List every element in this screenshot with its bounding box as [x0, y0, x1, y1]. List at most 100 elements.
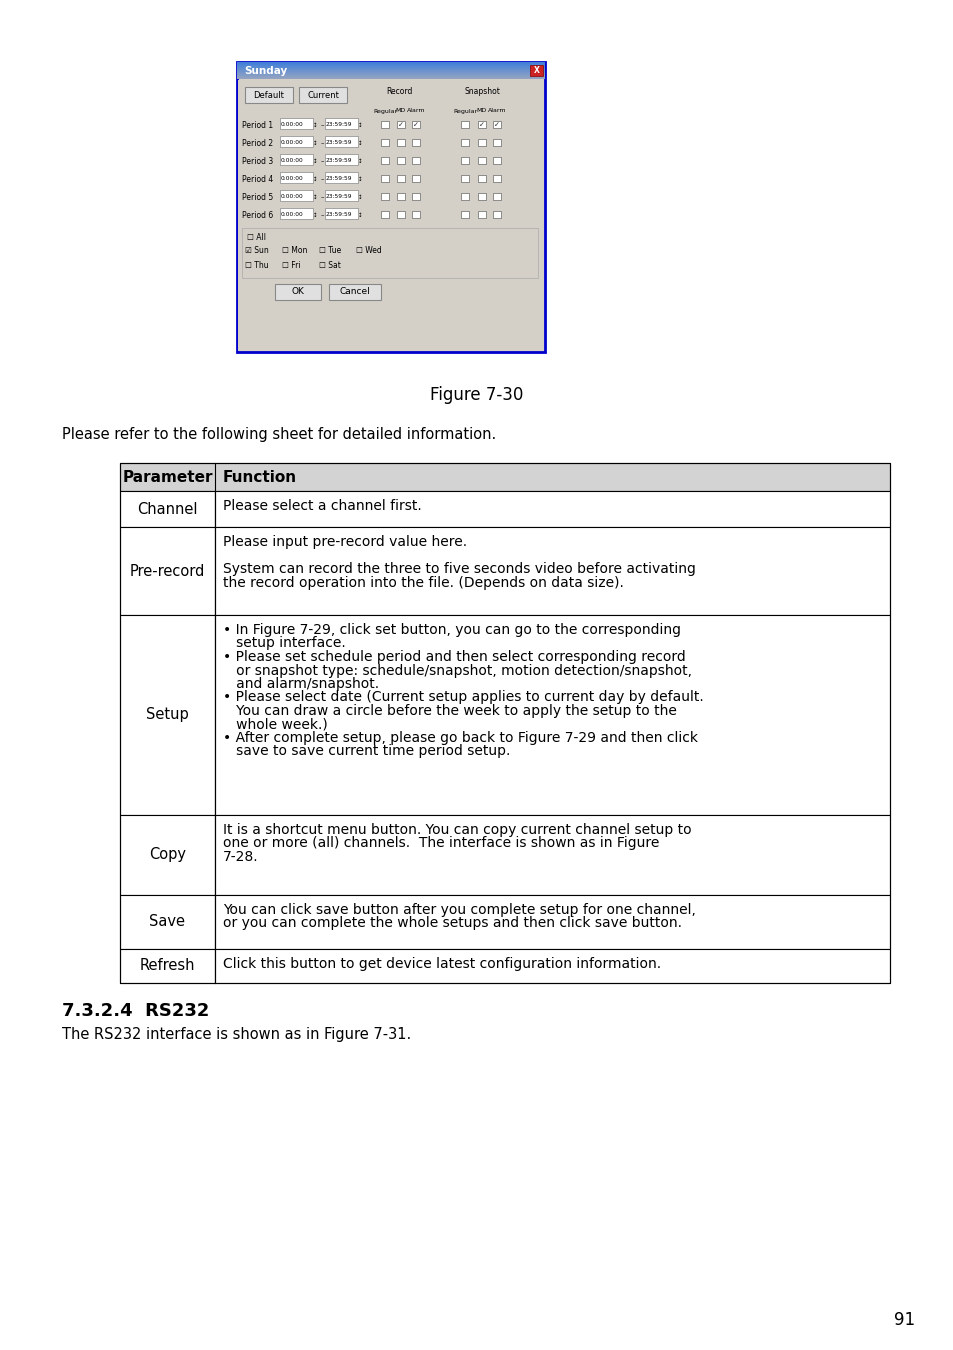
Text: Click this button to get device latest configuration information.: Click this button to get device latest c…	[223, 957, 660, 971]
Text: Copy: Copy	[149, 848, 186, 863]
Bar	[120, 949, 214, 983]
Text: ✓: ✓	[413, 122, 418, 127]
Text: ☐ Wed: ☐ Wed	[355, 246, 381, 255]
Text: Save: Save	[150, 914, 185, 930]
Bar	[120, 463, 889, 983]
Text: System can record the three to five seconds video before activating: System can record the three to five seco…	[223, 562, 695, 576]
Bar	[280, 154, 313, 165]
Text: • Please set schedule period and then select corresponding record: • Please set schedule period and then se…	[223, 649, 685, 664]
Bar	[412, 193, 419, 200]
Text: –: –	[320, 122, 323, 128]
Text: 23:59:59: 23:59:59	[326, 140, 352, 146]
Bar	[120, 815, 214, 895]
Text: Parameter: Parameter	[122, 470, 213, 485]
Bar	[325, 154, 357, 165]
Bar	[236, 62, 544, 80]
Bar	[325, 136, 357, 147]
Bar	[274, 284, 320, 300]
Bar	[120, 526, 214, 616]
Text: or you can complete the whole setups and then click save button.: or you can complete the whole setups and…	[223, 917, 681, 930]
Text: Function: Function	[223, 470, 296, 485]
Bar	[120, 616, 214, 815]
Text: 0:00:00: 0:00:00	[281, 140, 303, 146]
Bar	[325, 208, 357, 219]
Text: Cancel: Cancel	[339, 288, 370, 297]
Text: 0:00:00: 0:00:00	[281, 158, 303, 163]
Text: You can draw a circle before the week to apply the setup to the: You can draw a circle before the week to…	[223, 703, 677, 718]
Bar	[477, 157, 485, 163]
Bar	[460, 176, 469, 182]
Text: • In Figure 7-29, click set button, you can go to the corresponding: • In Figure 7-29, click set button, you …	[223, 622, 680, 637]
Bar	[214, 895, 889, 949]
Bar	[412, 139, 419, 146]
Text: 91: 91	[894, 1311, 915, 1328]
Text: 23:59:59: 23:59:59	[326, 158, 352, 163]
Text: Figure 7-30: Figure 7-30	[430, 386, 523, 404]
Text: the record operation into the file. (Depends on data size).: the record operation into the file. (Dep…	[223, 575, 623, 590]
Bar	[280, 208, 313, 219]
Bar	[412, 211, 419, 217]
Bar	[280, 171, 313, 184]
Text: 7-28.: 7-28.	[223, 850, 258, 864]
Text: Period 5: Period 5	[242, 193, 273, 201]
Text: ↕: ↕	[357, 140, 362, 146]
Bar	[325, 171, 357, 184]
Bar	[396, 176, 405, 182]
Bar	[460, 139, 469, 146]
Bar	[380, 122, 389, 128]
Text: Refresh: Refresh	[139, 958, 195, 973]
Bar	[380, 157, 389, 163]
Text: Setup: Setup	[146, 707, 189, 722]
Text: 0:00:00: 0:00:00	[281, 177, 303, 181]
Bar	[477, 211, 485, 217]
Text: You can click save button after you complete setup for one channel,: You can click save button after you comp…	[223, 903, 695, 917]
Bar	[242, 228, 537, 278]
Bar	[493, 157, 500, 163]
Text: ✓: ✓	[478, 122, 484, 127]
Text: OK: OK	[292, 288, 304, 297]
Text: or snapshot type: schedule/snapshot, motion detection/snapshot,: or snapshot type: schedule/snapshot, mot…	[223, 663, 691, 678]
Text: Period 4: Period 4	[242, 174, 273, 184]
Text: and alarm/snapshot.: and alarm/snapshot.	[223, 676, 378, 691]
Bar	[396, 193, 405, 200]
Bar	[325, 190, 357, 201]
Text: Channel: Channel	[137, 501, 197, 517]
Text: Alarm: Alarm	[406, 108, 425, 113]
Bar	[477, 193, 485, 200]
Bar	[120, 463, 889, 491]
Text: Sunday: Sunday	[244, 66, 287, 76]
Text: Please refer to the following sheet for detailed information.: Please refer to the following sheet for …	[62, 428, 496, 443]
Bar	[460, 211, 469, 217]
Text: 0:00:00: 0:00:00	[281, 194, 303, 200]
Text: ↕: ↕	[357, 212, 362, 217]
Bar	[325, 117, 357, 130]
Text: ☐ Fri: ☐ Fri	[282, 261, 300, 270]
Bar	[120, 491, 214, 526]
Text: ↕: ↕	[313, 123, 317, 127]
Text: ↕: ↕	[357, 194, 362, 200]
Bar	[245, 86, 293, 103]
Bar	[380, 176, 389, 182]
Bar	[412, 157, 419, 163]
Text: The RS232 interface is shown as in Figure 7-31.: The RS232 interface is shown as in Figur…	[62, 1027, 411, 1042]
Text: –: –	[320, 140, 323, 146]
Text: ↕: ↕	[313, 158, 317, 163]
Bar	[214, 815, 889, 895]
Text: Pre-record: Pre-record	[130, 563, 205, 579]
Bar	[214, 616, 889, 815]
Bar	[380, 211, 389, 217]
Bar	[298, 86, 347, 103]
Text: 23:59:59: 23:59:59	[326, 177, 352, 181]
Bar	[280, 136, 313, 147]
Bar	[412, 176, 419, 182]
Bar	[237, 80, 543, 351]
Text: Period 1: Period 1	[242, 120, 273, 130]
Text: –: –	[320, 158, 323, 163]
Text: X: X	[533, 66, 538, 76]
Text: Alarm: Alarm	[487, 108, 506, 113]
Bar	[214, 526, 889, 616]
Text: Period 3: Period 3	[242, 157, 273, 166]
Bar	[460, 193, 469, 200]
Bar	[477, 176, 485, 182]
Bar	[460, 157, 469, 163]
